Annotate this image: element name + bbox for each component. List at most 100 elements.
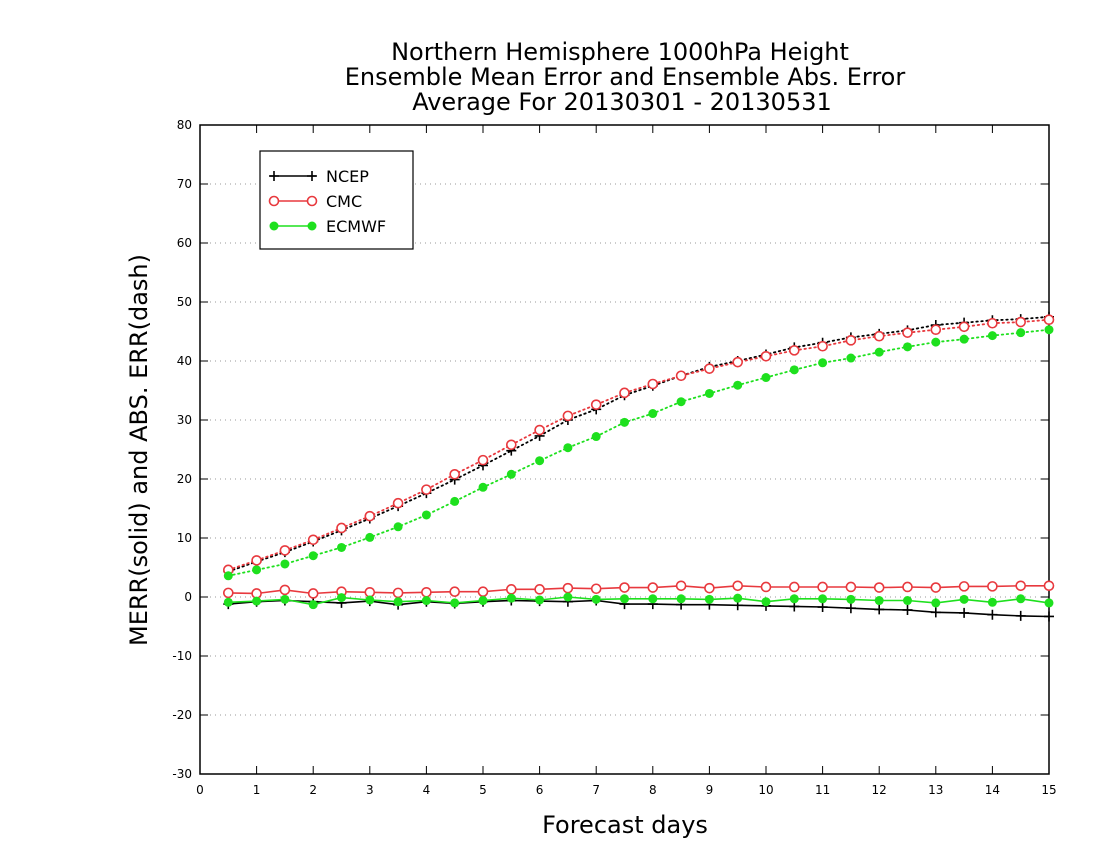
ecmwf-abs-error-point [931, 337, 941, 347]
legend-marker-ncep [269, 171, 279, 181]
x-tick-label: 15 [1041, 783, 1056, 797]
x-tick-label: 3 [366, 783, 374, 797]
ncep-mean-error-point [902, 604, 913, 615]
ecmwf-mean-error-point [563, 592, 573, 602]
legend-marker-cmc [306, 195, 318, 207]
ecmwf-abs-error-point [789, 365, 799, 375]
ecmwf-mean-error-point [818, 594, 828, 604]
ecmwf-abs-error-line [227, 328, 1050, 577]
ecmwf-abs-error-point [563, 443, 573, 453]
ecmwf-mean-error-line [228, 596, 1050, 606]
cmc-mean-error-point [619, 582, 630, 593]
cmc-abs-error-point [958, 321, 970, 333]
legend-marker-cmc [268, 195, 280, 207]
cmc-mean-error-point [732, 580, 744, 592]
cmc-mean-error-point [675, 580, 687, 592]
cmc-abs-error-point [534, 424, 545, 436]
legend-box [259, 150, 414, 250]
cmc-abs-error-point [449, 468, 461, 480]
y-tick-label: 60 [177, 236, 192, 250]
ecmwf-abs-error-point [1044, 325, 1054, 335]
x-tick-label: 10 [758, 783, 773, 797]
cmc-mean-error-point [704, 582, 715, 594]
ecmwf-abs-error-point [252, 565, 262, 575]
cmc-abs-error-point [732, 356, 744, 368]
y-tick-label: 40 [177, 354, 192, 368]
ecmwf-mean-error-point [931, 598, 941, 608]
y-tick-label: 30 [177, 413, 192, 427]
ecmwf-mean-error-point [789, 594, 799, 604]
ecmwf-mean-error-point [478, 596, 488, 606]
cmc-abs-error-point [279, 545, 291, 556]
ecmwf-abs-error-point [846, 353, 856, 363]
y-tick-label: -30 [172, 767, 192, 781]
ncep-mean-error-point [930, 607, 941, 618]
ncep-mean-error-point [1015, 610, 1026, 621]
ecmwf-mean-error-point [620, 594, 629, 604]
ecmwf-mean-error-series [223, 592, 1054, 610]
cmc-mean-error-point [562, 582, 574, 594]
y-tick-label: 10 [177, 531, 192, 545]
cmc-mean-error-line [228, 584, 1049, 595]
chart-title: Northern Hemisphere 1000hPa Height Ensem… [345, 38, 906, 116]
title-line-3: Average For 20130301 - 20130531 [412, 88, 832, 116]
ncep-mean-error-point [845, 603, 856, 614]
ncep-mean-error-line [228, 599, 1050, 618]
ecmwf-abs-error-point [280, 559, 290, 569]
plot-series [223, 311, 1055, 622]
legend-marker-ecmwf [307, 221, 317, 231]
ecmwf-abs-error-point [761, 373, 771, 383]
cmc-mean-error-point [364, 586, 376, 598]
cmc-mean-error-point [873, 582, 885, 593]
y-tick-label: -20 [172, 708, 192, 722]
ecmwf-abs-error-point [393, 522, 403, 532]
ecmwf-abs-error-point [733, 380, 743, 390]
cmc-mean-error-point [223, 587, 234, 599]
cmc-abs-error-point [987, 317, 998, 329]
ncep-mean-error-point [874, 604, 885, 615]
ecmwf-abs-error-point [478, 482, 488, 492]
cmc-mean-error-point [590, 583, 602, 595]
y-tick-label: 70 [177, 177, 192, 191]
cmc-abs-error-point [590, 399, 602, 410]
ecmwf-mean-error-point [535, 595, 545, 605]
x-tick-label: 0 [196, 783, 204, 797]
ecmwf-mean-error-point [648, 594, 658, 604]
ecmwf-mean-error-point [903, 596, 912, 606]
cmc-abs-error-point [1015, 316, 1027, 328]
cmc-abs-error-point [760, 350, 772, 362]
cmc-mean-error-point [1043, 580, 1055, 592]
ncep-mean-error-point [987, 609, 998, 620]
ecmwf-mean-error-point [874, 596, 884, 606]
ecmwf-abs-error-point [959, 334, 969, 344]
cmc-abs-error-point [392, 497, 404, 509]
ecmwf-mean-error-point [987, 597, 997, 607]
cmc-mean-error-point [760, 581, 772, 593]
cmc-mean-error-series [223, 580, 1055, 599]
cmc-mean-error-point [958, 581, 970, 592]
ecmwf-mean-error-point [393, 597, 403, 607]
ecmwf-mean-error-point [1016, 594, 1026, 604]
x-tick-label: 5 [479, 783, 487, 797]
x-tick-label: 13 [928, 783, 943, 797]
ecmwf-mean-error-point [591, 594, 601, 604]
ecmwf-abs-error-point [450, 496, 460, 506]
cmc-mean-error-point [279, 584, 291, 596]
title-line-2: Ensemble Mean Error and Ensemble Abs. Er… [345, 63, 906, 91]
cmc-abs-error-point [364, 510, 376, 522]
cmc-mean-error-point [788, 581, 800, 593]
cmc-mean-error-point [902, 581, 913, 593]
cmc-abs-error-point [505, 439, 517, 451]
ecmwf-abs-error-point [903, 342, 912, 352]
cmc-mean-error-point [392, 587, 404, 599]
cmc-mean-error-point [647, 582, 659, 593]
cmc-abs-error-series [223, 314, 1055, 576]
ncep-abs-error-line [227, 315, 1050, 573]
ecmwf-mean-error-point [365, 595, 375, 605]
ecmwf-abs-error-point [1016, 328, 1026, 338]
ecmwf-mean-error-point [421, 596, 431, 606]
ecmwf-abs-error-point [591, 432, 601, 442]
legend-marker-ncep [307, 171, 317, 181]
